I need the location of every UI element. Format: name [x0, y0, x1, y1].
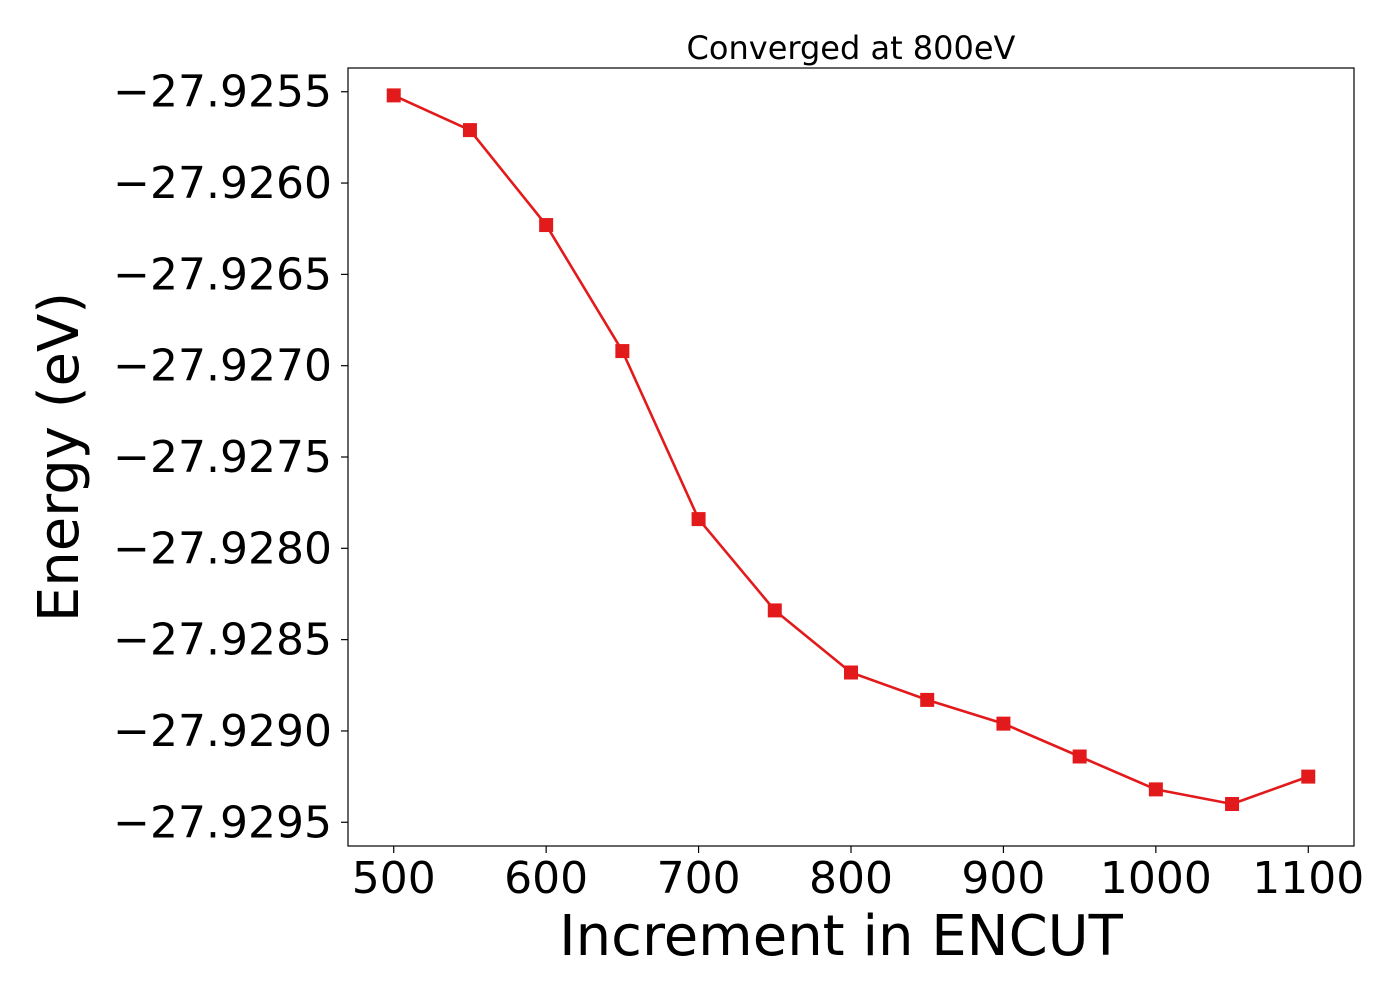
data-point-marker	[1301, 769, 1316, 784]
x-tick-label: 900	[961, 853, 1045, 904]
plot-area-frame	[347, 67, 1355, 847]
x-axis-label: Increment in ENCUT	[559, 904, 1124, 969]
y-axis-label: Energy (eV)	[27, 292, 92, 622]
series-line	[393, 94, 1309, 806]
data-point-marker	[1225, 796, 1240, 811]
series-layer	[386, 88, 1316, 811]
chart-title: Converged at 800eV	[687, 29, 1016, 67]
y-tick-label: −27.9295	[113, 797, 332, 848]
y-tick-label: −27.9280	[113, 523, 332, 574]
data-point-marker	[386, 88, 401, 103]
x-tick-label: 600	[504, 853, 588, 904]
y-tick-label: −27.9270	[113, 341, 332, 392]
x-tick-label: 500	[352, 853, 436, 904]
data-point-marker	[920, 692, 935, 707]
data-point-marker	[996, 716, 1011, 731]
x-axis-ticks: 500 600 700 800 900 1000 1100	[352, 846, 1364, 904]
y-tick-label: −27.9275	[113, 432, 332, 483]
y-tick-label: −27.9285	[113, 615, 332, 666]
x-tick-label: 1100	[1252, 853, 1364, 904]
x-tick-label: 1000	[1100, 853, 1212, 904]
data-point-marker	[1148, 782, 1163, 797]
y-tick-label: −27.9255	[113, 67, 332, 118]
y-tick-label: −27.9265	[113, 249, 332, 300]
data-point-marker	[462, 123, 477, 138]
y-tick-label: −27.9260	[113, 158, 332, 209]
data-point-marker	[767, 603, 782, 618]
data-point-marker	[539, 218, 554, 233]
x-tick-label: 700	[657, 853, 741, 904]
y-tick-label: −27.9290	[113, 706, 332, 757]
data-point-marker	[844, 665, 858, 680]
data-point-marker	[1072, 749, 1087, 764]
x-tick-label: 800	[809, 853, 893, 904]
y-axis-ticks: −27.9255 −27.9260 −27.9265 −27.9270 −27.9275…	[113, 67, 348, 848]
data-point-marker	[615, 344, 630, 359]
data-point-marker	[691, 512, 706, 527]
